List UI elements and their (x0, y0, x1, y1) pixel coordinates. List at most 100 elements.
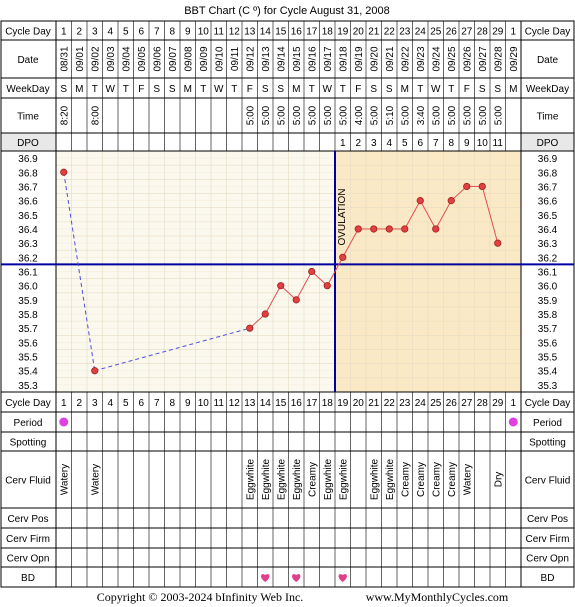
time-label: 5:00 (478, 105, 489, 125)
time-label: 5:00 (447, 105, 458, 125)
cycle-day-label-bottom: 22 (384, 398, 396, 409)
cycle-day-label-bottom: 27 (461, 398, 473, 409)
dpo-label-bg-right (521, 133, 574, 151)
cycle-day-label: 14 (260, 27, 272, 38)
website-link[interactable]: www.MyMonthlyCycles.com (366, 590, 509, 604)
row-label-right: BD (541, 573, 555, 584)
date-label: 09/19 (354, 46, 365, 71)
temperature-point[interactable] (246, 324, 254, 332)
cycle-day-label-bottom: 28 (477, 398, 489, 409)
cycle-day-label: 16 (291, 27, 303, 38)
cerv-fluid-label: Creamy (447, 462, 458, 497)
cycle-day-label-bottom: 13 (244, 398, 256, 409)
temperature-point[interactable] (277, 282, 285, 290)
row-label-left: Period (14, 418, 43, 429)
cycle-day-label-bottom: 12 (229, 398, 241, 409)
y-tick-label-left: 35.5 (18, 353, 38, 364)
cycle-day-label: 18 (322, 27, 334, 38)
temperature-point[interactable] (370, 225, 378, 233)
cycle-day-label-bottom: 6 (138, 398, 144, 409)
cycle-day-label: 22 (384, 27, 396, 38)
temperature-point[interactable] (385, 225, 393, 233)
time-label: 5:00 (307, 105, 318, 125)
cycle-day-label: 6 (138, 27, 144, 38)
time-label: 5:00 (292, 105, 303, 125)
temperature-point[interactable] (447, 197, 455, 205)
y-tick-label-left: 35.8 (18, 310, 38, 321)
y-tick-label-right: 36.7 (538, 182, 558, 193)
date-label: 09/26 (462, 46, 473, 71)
ovulation-label: OVULATION (337, 188, 348, 245)
dpo-label: 7 (433, 138, 439, 149)
cycle-day-label: 1 (61, 27, 67, 38)
temperature-point[interactable] (60, 168, 68, 176)
y-tick-label-right: 35.7 (538, 324, 558, 335)
weekday-label: T (340, 84, 346, 95)
weekday-label: T (309, 84, 315, 95)
temperature-point[interactable] (323, 282, 331, 290)
temperature-point[interactable] (261, 310, 269, 318)
temperature-point[interactable] (339, 253, 347, 261)
date-label: 09/12 (245, 46, 256, 71)
weekday-label: M (184, 84, 192, 95)
date-label: 09/24 (431, 46, 442, 71)
weekday-label: W (323, 84, 333, 95)
y-tick-label-left: 36.9 (18, 154, 38, 165)
temperature-line (419, 200, 437, 230)
cycle-day-label: 12 (229, 27, 241, 38)
date-label: 09/14 (276, 46, 287, 71)
cycle-day-label: 5 (123, 27, 129, 38)
cycle-day-label: 9 (185, 27, 191, 38)
dpo-label: 6 (417, 138, 423, 149)
row-label-right: Spotting (529, 438, 566, 449)
dpo-label: 1 (340, 138, 346, 149)
temperature-point[interactable] (494, 239, 502, 247)
y-tick-label-left: 36.3 (18, 239, 38, 250)
chart-title: BBT Chart (C º) for Cycle August 31, 200… (184, 5, 390, 17)
temperature-line (326, 257, 344, 286)
temperature-point[interactable] (292, 296, 300, 304)
temperature-point[interactable] (401, 225, 409, 233)
temperature-point[interactable] (463, 182, 471, 191)
y-tick-label-left: 35.9 (18, 296, 38, 307)
temperature-point[interactable] (478, 182, 486, 191)
time-label: 5:00 (323, 105, 334, 125)
cycle-day-label: 7 (154, 27, 160, 38)
row-label-right: Date (537, 55, 559, 66)
temperature-line (435, 200, 452, 230)
temperature-point[interactable] (308, 267, 316, 276)
row-label-right: Time (537, 112, 559, 123)
y-tick-label-right: 35.4 (538, 367, 558, 378)
y-tick-label-left: 36.6 (18, 197, 38, 208)
temperature-point[interactable] (354, 225, 362, 233)
y-tick-label-right: 35.3 (538, 381, 558, 392)
date-label: 09/08 (183, 46, 194, 71)
cycle-day-label-bottom: 26 (446, 398, 458, 409)
y-tick-label-right: 35.5 (538, 353, 558, 364)
temperature-line (404, 200, 421, 230)
dpo-label: 11 (493, 138, 504, 149)
y-tick-label-left: 36.8 (18, 168, 38, 179)
date-label: 09/16 (307, 46, 318, 71)
y-tick-label-left: 36.0 (18, 282, 38, 293)
cycle-day-label-bottom: 29 (492, 398, 504, 409)
date-label: 09/18 (338, 46, 349, 71)
temperature-point[interactable] (432, 225, 440, 233)
temperature-point[interactable] (91, 367, 99, 375)
date-label: 09/01 (75, 46, 86, 71)
temperature-point[interactable] (416, 197, 424, 205)
row-label-left: WeekDay (6, 84, 49, 95)
cycle-day-label-bottom: 3 (92, 398, 98, 409)
row-label-left: Cycle Day (5, 398, 51, 409)
row-label-right: Cerv Firm (526, 534, 570, 545)
date-label: 09/27 (478, 46, 489, 71)
cycle-day-label-bottom: 7 (154, 398, 160, 409)
time-label: 3:40 (416, 105, 427, 125)
weekday-label: S (169, 84, 176, 95)
cycle-day-label: 2 (76, 27, 82, 38)
date-label: 09/07 (168, 46, 179, 71)
dpo-label: 3 (371, 138, 377, 149)
cycle-day-label-bottom: 25 (430, 398, 442, 409)
y-tick-label-left: 36.4 (18, 225, 38, 236)
